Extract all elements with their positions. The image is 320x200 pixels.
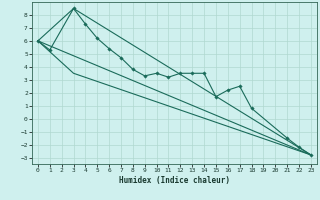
X-axis label: Humidex (Indice chaleur): Humidex (Indice chaleur): [119, 176, 230, 185]
